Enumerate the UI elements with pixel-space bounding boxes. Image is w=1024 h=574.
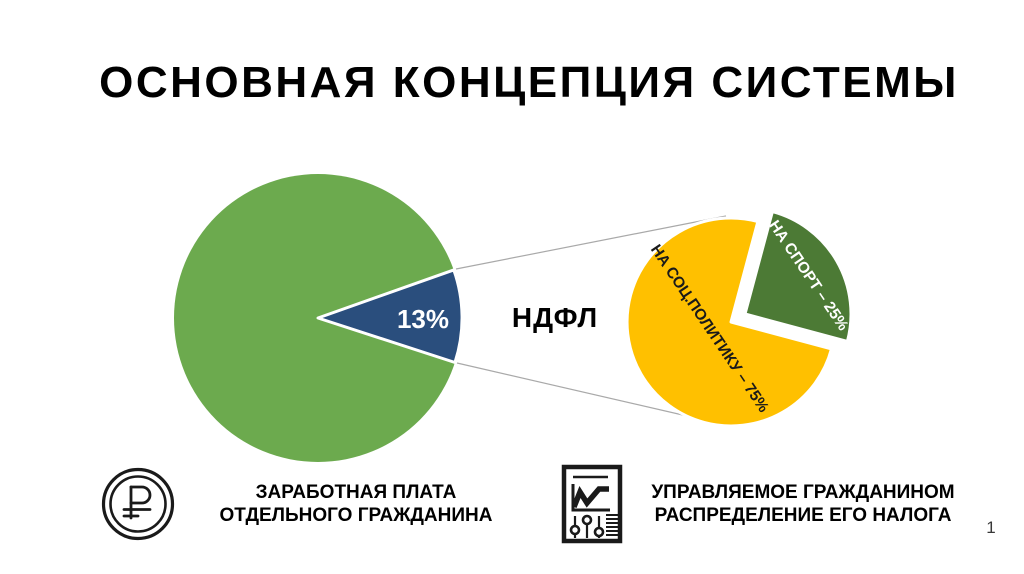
page-number: 1	[986, 518, 996, 537]
small-pie-soc-slice	[625, 216, 833, 428]
big-pie-ndfl-wedge	[316, 268, 464, 364]
footer-right-item: УПРАВЛЯЕМОЕ ГРАЖДАНИНОМ РАСПРЕДЕЛЕНИЕ ЕГ…	[560, 464, 968, 544]
footer-left-item: ЗАРАБОТНАЯ ПЛАТА ОТДЕЛЬНОГО ГРАЖДАНИНА	[100, 466, 526, 542]
page-title: ОСНОВНАЯ КОНЦЕПЦИЯ СИСТЕМЫ	[99, 58, 959, 107]
footer-right-caption-line2: РАСПРЕДЕЛЕНИЕ ЕГО НАЛОГА	[654, 505, 952, 526]
footer-left-caption-line1: ЗАРАБОТНАЯ ПЛАТА	[255, 482, 457, 503]
footer-left-caption: ЗАРАБОТНАЯ ПЛАТА ОТДЕЛЬНОГО ГРАЖДАНИНА	[186, 481, 526, 527]
footer-right-caption-line1: УПРАВЛЯЕМОЕ ГРАЖДАНИНОМ	[651, 482, 955, 503]
connector-line-bottom	[456, 362, 701, 420]
ndfl-label: НДФЛ	[511, 302, 599, 333]
big-pie-wedge-label: 13%	[396, 304, 450, 334]
ruble-coin-icon	[101, 467, 175, 541]
footer-right-caption: УПРАВЛЯЕМОЕ ГРАЖДАНИНОМ РАСПРЕДЕЛЕНИЕ ЕГ…	[638, 481, 968, 527]
connector-line-top	[455, 215, 727, 270]
footer-left-caption-line2: ОТДЕЛЬНОГО ГРАЖДАНИНА	[219, 505, 493, 526]
small-pie-sport-slice	[743, 210, 853, 343]
report-chart-icon	[561, 464, 623, 544]
